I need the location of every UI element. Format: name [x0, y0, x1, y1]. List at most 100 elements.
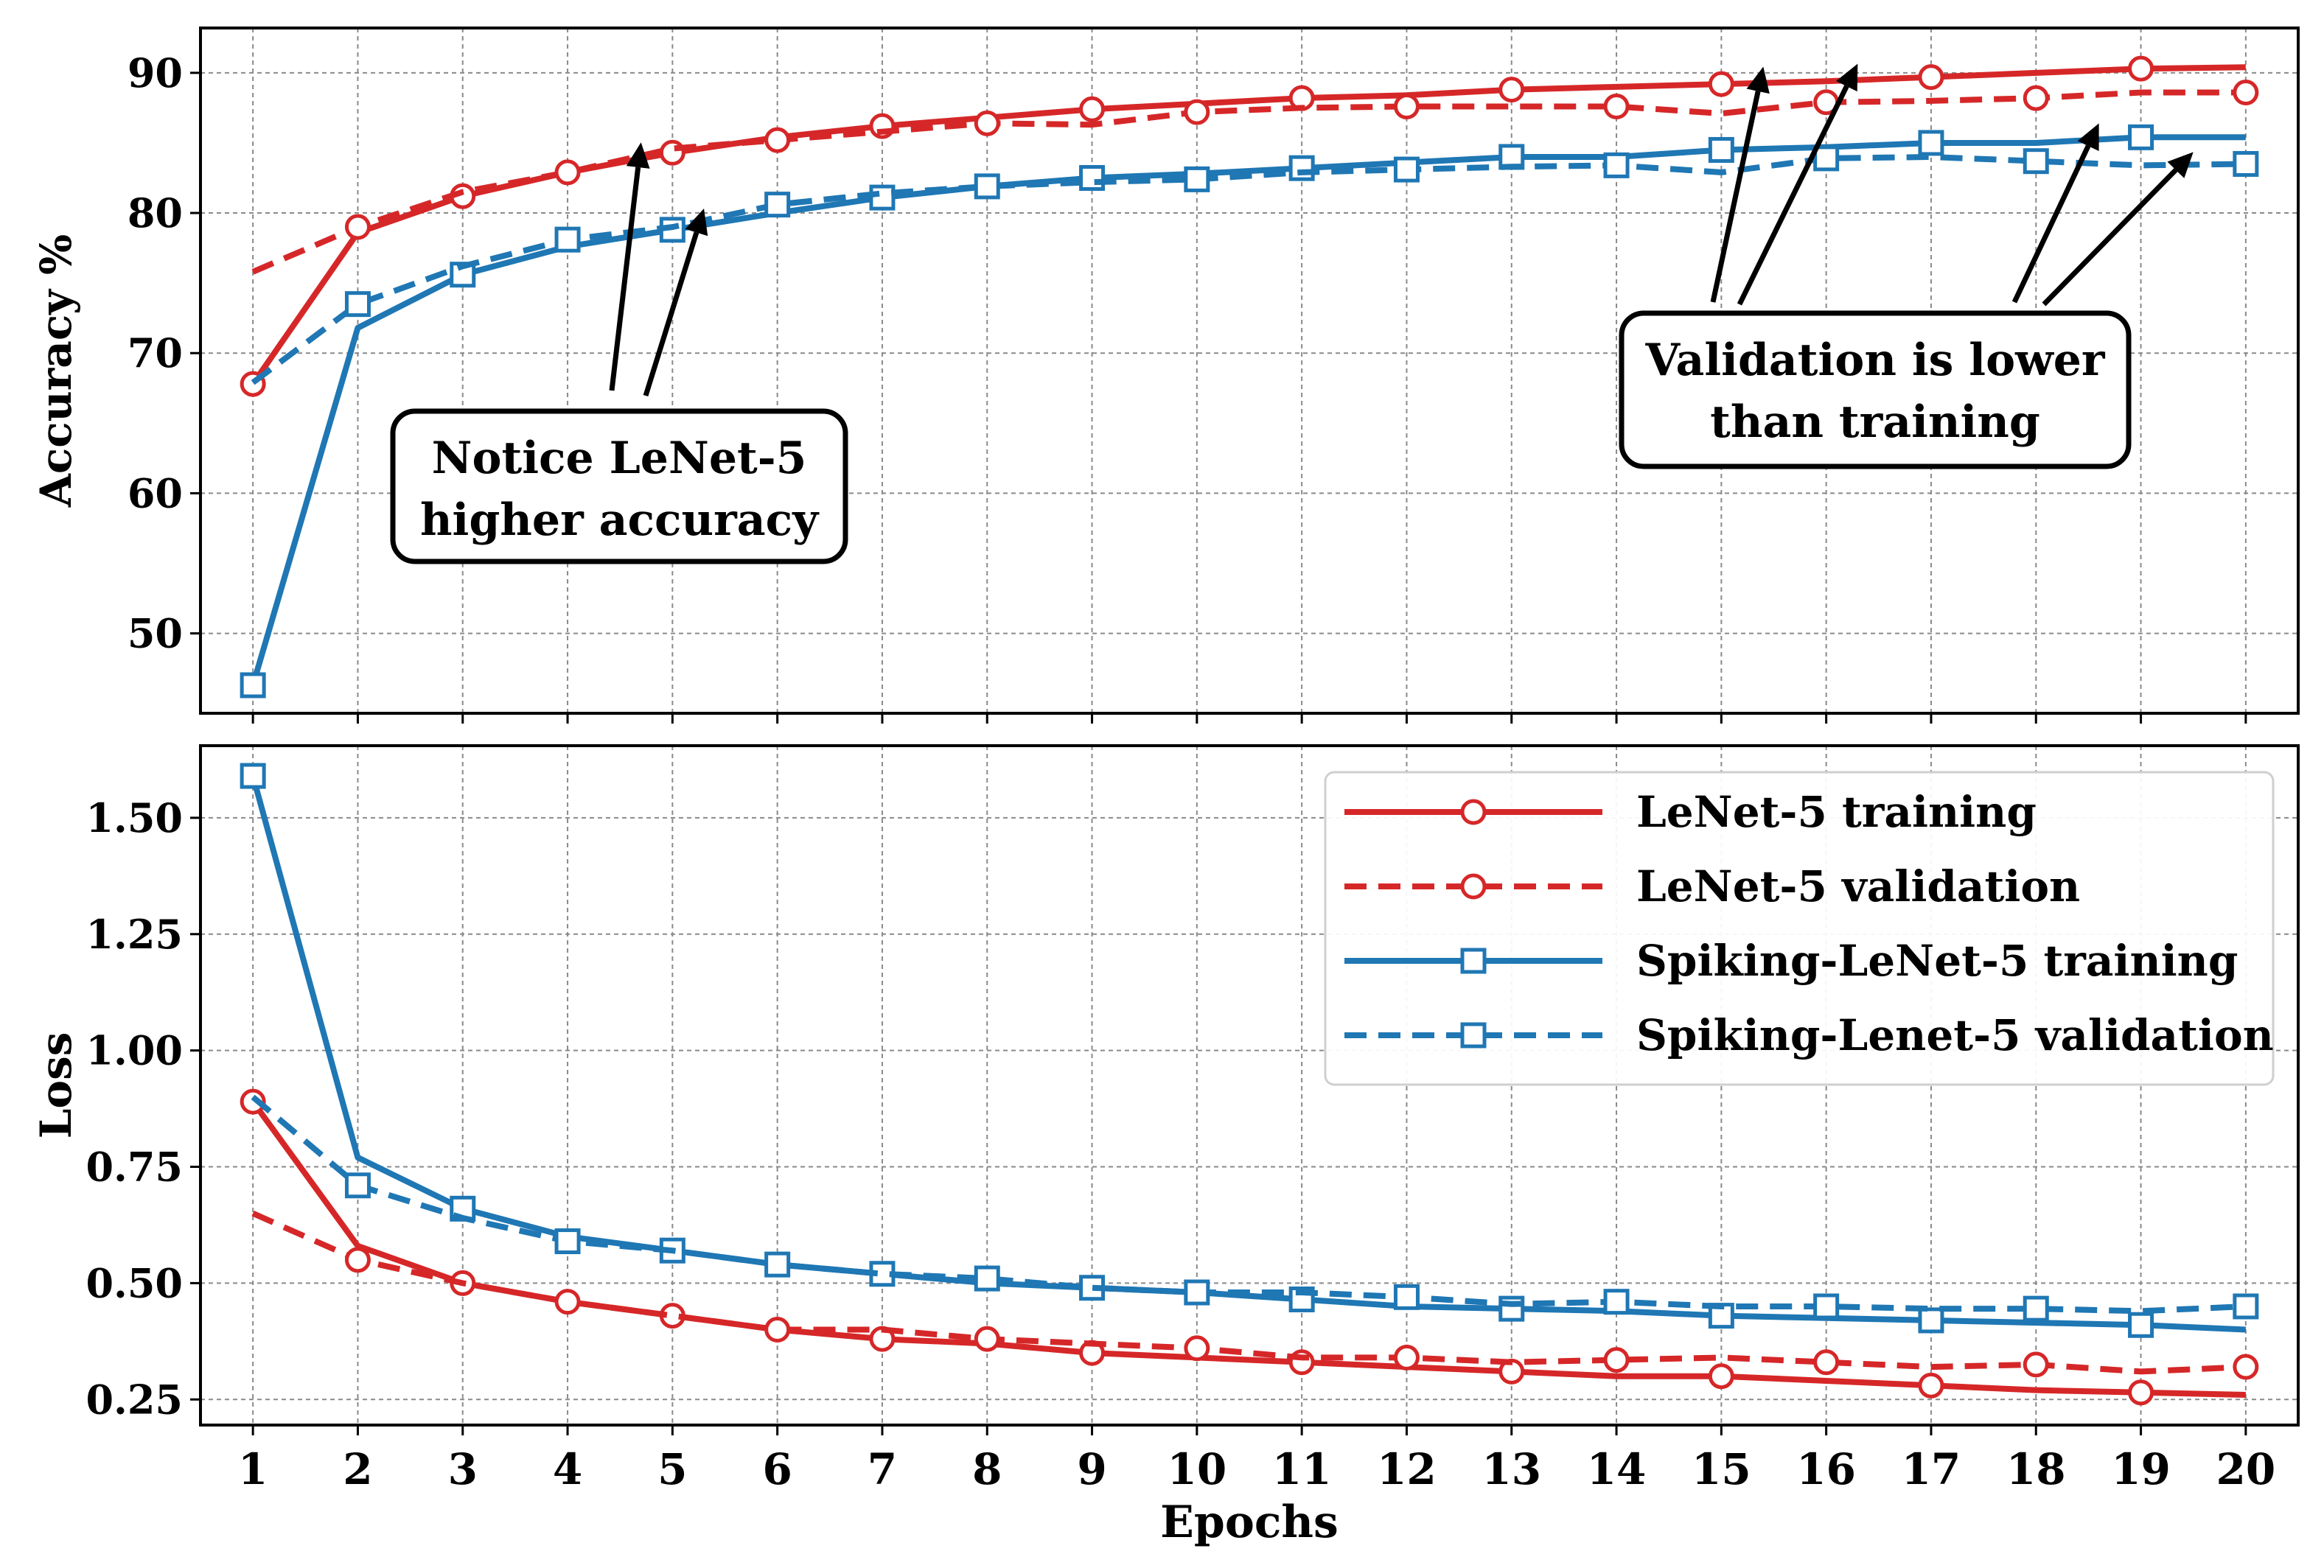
bottom-grid — [200, 746, 2298, 1425]
data-point — [2023, 1351, 2049, 1378]
y-tick-label: 1.00 — [86, 1027, 183, 1074]
y-tick-label: 0.25 — [86, 1376, 183, 1423]
data-point — [1184, 99, 1210, 125]
annotation-box — [1619, 310, 2132, 469]
legend-frame — [1324, 771, 2275, 1086]
y-tick-label: 70 — [128, 329, 183, 377]
x-tick-label: 1 — [238, 1444, 268, 1494]
annotation-text: Validation is lower — [1644, 335, 2105, 386]
series-line — [251, 154, 2246, 385]
x-tick-label: 7 — [868, 1444, 897, 1494]
legend: LeNet-5 training LeNet-5 validation Spikin… — [1324, 771, 2275, 1086]
y-tick-label: 60 — [128, 469, 183, 517]
legend-label: LeNet-5 validation — [1636, 861, 2080, 911]
data-point — [869, 184, 896, 211]
x-tick-label: 19 — [2111, 1444, 2171, 1494]
data-point — [974, 1265, 1000, 1292]
data-point — [2128, 124, 2154, 150]
x-tick-label: 10 — [1167, 1444, 1226, 1494]
data-point — [1603, 1289, 1630, 1315]
annotation-text: Notice LeNet-5 — [432, 433, 807, 484]
x-tick-label: 4 — [553, 1444, 582, 1494]
y-tick-label: 0.75 — [86, 1144, 183, 1191]
annotation-arrowhead — [1746, 66, 1770, 94]
data-point — [1603, 1347, 1630, 1373]
data-point — [764, 127, 791, 153]
annotation-arrow — [1737, 85, 1849, 306]
legend-marker — [1460, 873, 1487, 900]
annotation-arrow — [609, 167, 641, 391]
data-point — [1498, 77, 1525, 103]
x-tick-label: 8 — [972, 1444, 1002, 1494]
data-point — [974, 1326, 1000, 1352]
data-point — [1708, 1363, 1734, 1390]
data-point — [1184, 166, 1210, 192]
loss-panel: 0.250.500.751.001.251.501 2 3 4 5 6 7 8 9 10 11 12 1… — [31, 744, 2300, 1548]
series-spiking-lenet-5-validation — [251, 145, 2259, 385]
data-point — [554, 159, 581, 186]
x-tick-label: 2 — [343, 1444, 372, 1494]
data-point — [1813, 1293, 1840, 1320]
series-lenet-5-validation — [251, 79, 2259, 275]
y-tick-label: 80 — [128, 189, 183, 237]
annotation-arrowhead — [1835, 63, 1858, 92]
data-point — [764, 1251, 791, 1278]
series-spiking-lenet-5-validation — [251, 1094, 2259, 1322]
data-point — [2023, 148, 2049, 175]
bottom-frame — [199, 744, 2300, 1427]
legend-marker — [1460, 1022, 1487, 1049]
x-tick-label: 3 — [448, 1444, 478, 1494]
data-point — [240, 672, 266, 699]
data-point — [240, 1088, 266, 1115]
data-point — [974, 173, 1000, 200]
data-point — [1708, 71, 1734, 97]
data-point — [1393, 156, 1420, 183]
x-tick-label: 16 — [1796, 1444, 1856, 1494]
x-tick-label: 17 — [1902, 1444, 1961, 1494]
x-tick-label: 12 — [1377, 1444, 1437, 1494]
data-point — [1603, 94, 1630, 120]
data-point — [554, 1228, 581, 1255]
y-tick-label: 90 — [128, 49, 183, 97]
series-line — [250, 774, 2246, 1333]
legend-entry: LeNet-5 validation — [1344, 861, 2080, 911]
x-tick-label: 11 — [1272, 1444, 1332, 1494]
annotation-1: Notice LeNet-5 higher accuracy — [390, 142, 848, 564]
data-point — [1813, 145, 1840, 172]
data-point — [2023, 1295, 2049, 1322]
y-tick-label: 0.50 — [86, 1259, 183, 1306]
data-point — [2023, 85, 2049, 111]
data-point — [2233, 1293, 2259, 1320]
data-point — [1393, 1284, 1420, 1310]
data-point — [1079, 96, 1106, 122]
annotation-2: Validation is lower than training — [1619, 63, 2194, 469]
data-point — [2233, 150, 2259, 177]
y-tick-label: 1.25 — [86, 911, 183, 958]
top-frame — [199, 27, 2300, 715]
data-point — [1918, 1372, 1944, 1399]
y-tick-label: 50 — [128, 610, 183, 657]
legend-marker — [1460, 948, 1487, 974]
data-point — [344, 1247, 371, 1273]
legend-entry: Spiking-LeNet-5 training — [1344, 936, 2238, 986]
y-tick-label: 1.50 — [86, 794, 183, 841]
data-point — [240, 763, 266, 789]
legend-label: LeNet-5 training — [1636, 787, 2037, 837]
data-point — [974, 110, 1000, 136]
data-point — [344, 1172, 371, 1199]
data-point — [1184, 1279, 1210, 1306]
annotation-text: higher accuracy — [420, 494, 820, 546]
annotation-arrowhead — [2167, 152, 2194, 178]
annotation-arrowhead — [2077, 123, 2099, 151]
x-axis-label: Epochs — [1160, 1497, 1339, 1548]
annotation-arrow — [1710, 91, 1761, 303]
data-point — [1079, 164, 1106, 191]
series-line — [250, 1099, 2246, 1398]
data-point — [1708, 136, 1734, 163]
legend-entry: LeNet-5 training — [1344, 787, 2037, 837]
legend-entry: Spiking-Lenet-5 validation — [1344, 1010, 2274, 1060]
data-point — [1603, 152, 1630, 178]
series-line — [251, 1211, 2246, 1375]
data-point — [2128, 1312, 2154, 1338]
